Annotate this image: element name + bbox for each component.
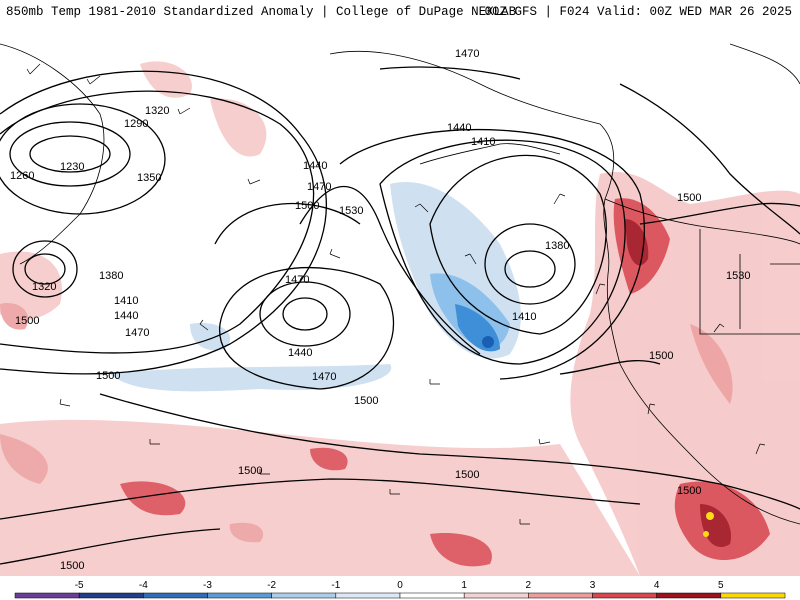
colorbar-tick-label: 5 — [718, 580, 724, 591]
colorbar-swatch — [656, 592, 722, 599]
contour-label: 1500 — [15, 315, 39, 327]
warm-anomaly-north — [0, 61, 267, 330]
contour-label: 1260 — [10, 170, 34, 182]
colorbar-tick-label: -5 — [75, 580, 84, 591]
contour-label: 1380 — [545, 240, 569, 252]
warm-anomaly-south-pacific — [0, 419, 640, 576]
contour-label: 1470 — [312, 371, 336, 383]
anomaly-map: 1470 1440 1410 1380 1320 1290 1230 1260 … — [0, 24, 800, 576]
colorbar-swatch — [528, 592, 593, 599]
colorbar-tick-label: -3 — [203, 580, 212, 591]
contour-label: 1470 — [307, 181, 331, 193]
contour-label: 1470 — [285, 274, 309, 286]
contour-label: 1500 — [96, 370, 120, 382]
contour-label: 1350 — [137, 172, 161, 184]
colorbar-swatch — [207, 592, 272, 599]
contour-label: 1500 — [60, 560, 84, 572]
colorbar-tick-label: -2 — [267, 580, 276, 591]
colorbar-swatch — [720, 592, 786, 599]
colorbar-swatch — [78, 592, 144, 599]
contour-label: 1500 — [677, 192, 701, 204]
contour-label: 1500 — [677, 485, 701, 497]
contour-label: 1530 — [339, 205, 363, 217]
contour-label: 1500 — [238, 465, 262, 477]
contour-label: 1530 — [726, 270, 750, 282]
contour-label: 1410 — [114, 295, 138, 307]
contour-label: 1230 — [60, 161, 84, 173]
height-contours — [0, 66, 800, 565]
contour-label: 1380 — [99, 270, 123, 282]
colorbar-swatch — [463, 592, 529, 599]
contour-label: 1440 — [303, 160, 327, 172]
colorbar-swatch — [271, 592, 337, 599]
colorbar-tick-label: 1 — [461, 580, 467, 591]
colorbar-tick-labels: -5 -4 -3 -2 -1 0 1 2 3 4 5 — [75, 580, 724, 591]
contour-label: 1500 — [649, 350, 673, 362]
colorbar-swatches — [14, 592, 786, 599]
colorbar-swatch — [399, 592, 465, 599]
contour-label: 1470 — [125, 327, 149, 339]
colorbar-swatch — [14, 592, 80, 599]
contour-label: 1500 — [455, 469, 479, 481]
contour-label: 1320 — [32, 281, 56, 293]
contour-label: 1500 — [295, 200, 319, 212]
contour-label: 1410 — [512, 311, 536, 323]
cold-anomaly-gulf-of-alaska — [110, 182, 521, 392]
colorbar-swatch — [335, 592, 401, 599]
map-header: 850mb Temp 1981-2010 Standardized Anomal… — [0, 0, 800, 24]
contour-label: 1290 — [124, 118, 148, 130]
colorbar-tick-label: 3 — [590, 580, 596, 591]
model-valid-time: 00Z GFS | F024 Valid: 00Z WED MAR 26 202… — [484, 5, 792, 19]
colorbar-tick-label: 0 — [397, 580, 403, 591]
contour-label: 1440 — [114, 310, 138, 322]
colorbar-tick-label: 4 — [654, 580, 660, 591]
contour-label: 1320 — [145, 105, 169, 117]
colorbar-tick-label: -1 — [331, 580, 340, 591]
colorbar-tick-label: 2 — [526, 580, 532, 591]
contour-label: 1440 — [447, 122, 471, 134]
contour-label: 1440 — [288, 347, 312, 359]
colorbar-swatch — [143, 592, 208, 599]
contour-label: 1410 — [471, 136, 495, 148]
coastlines — [0, 43, 800, 525]
colorbar-tick-label: -4 — [139, 580, 148, 591]
wind-barbs — [26, 63, 766, 525]
colorbar-swatch — [592, 592, 657, 599]
map-title: 850mb Temp 1981-2010 Standardized Anomal… — [6, 5, 517, 19]
anomaly-colorbar: -5 -4 -3 -2 -1 0 1 2 3 4 5 — [0, 576, 800, 600]
contour-label: 1470 — [455, 48, 479, 60]
contour-label: 1500 — [354, 395, 378, 407]
contour-labels: 1470 1440 1410 1380 1320 1290 1230 1260 … — [10, 48, 750, 572]
